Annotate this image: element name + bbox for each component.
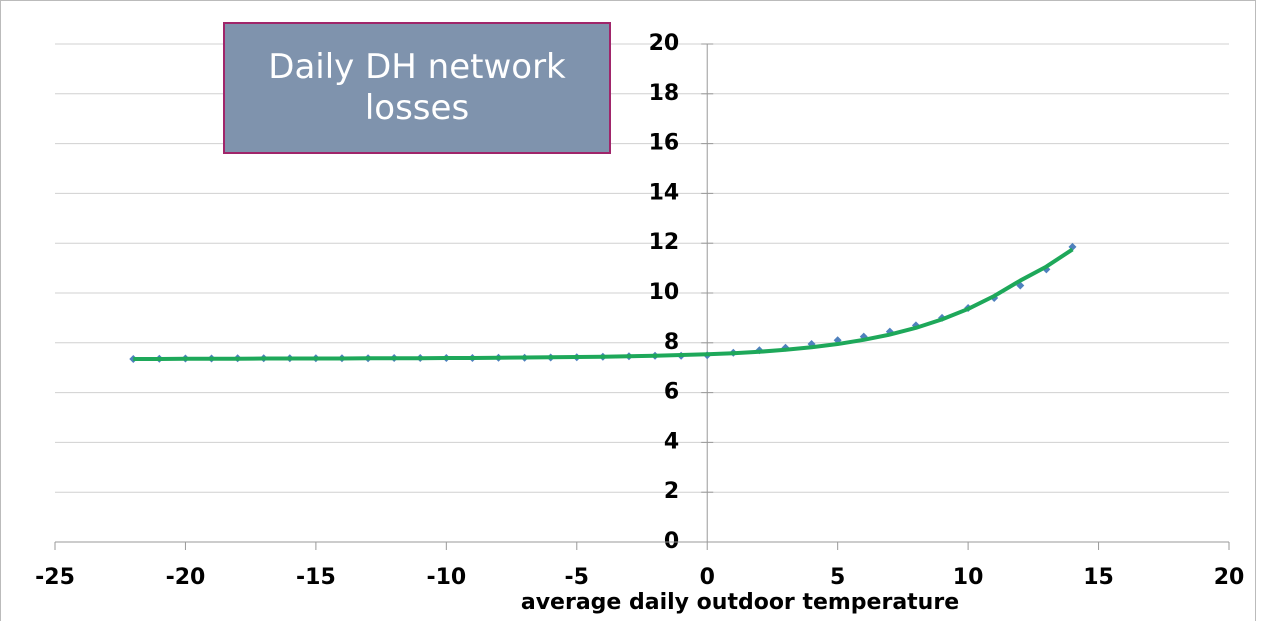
x-axis-label: average daily outdoor temperature: [521, 590, 959, 615]
x-tick-label: -15: [296, 565, 336, 590]
x-tick-label: 0: [700, 565, 715, 590]
y-tick-label: 2: [664, 479, 679, 504]
trend-line: [133, 247, 1074, 361]
x-tick-label: 20: [1214, 565, 1245, 590]
y-tick-label: 12: [649, 230, 680, 255]
y-tick-label: 14: [649, 180, 680, 205]
y-tick-label: 20: [649, 31, 680, 56]
y-tick-label: 4: [664, 429, 679, 454]
y-tick-label: 16: [649, 131, 680, 156]
x-tick-label: 5: [830, 565, 845, 590]
y-tick-label: 6: [664, 380, 679, 405]
x-tick-label: -20: [166, 565, 206, 590]
y-tick-label: 10: [649, 280, 680, 305]
x-tick-label: 15: [1083, 565, 1114, 590]
chart-title: Daily DH network losses: [223, 22, 611, 154]
x-tick-label: 10: [953, 565, 984, 590]
y-tick-label: 8: [664, 330, 679, 355]
x-tick-label: -10: [426, 565, 466, 590]
x-tick-label: -25: [35, 565, 75, 590]
y-tick-label: 18: [649, 81, 680, 106]
x-tick-label: -5: [565, 565, 589, 590]
